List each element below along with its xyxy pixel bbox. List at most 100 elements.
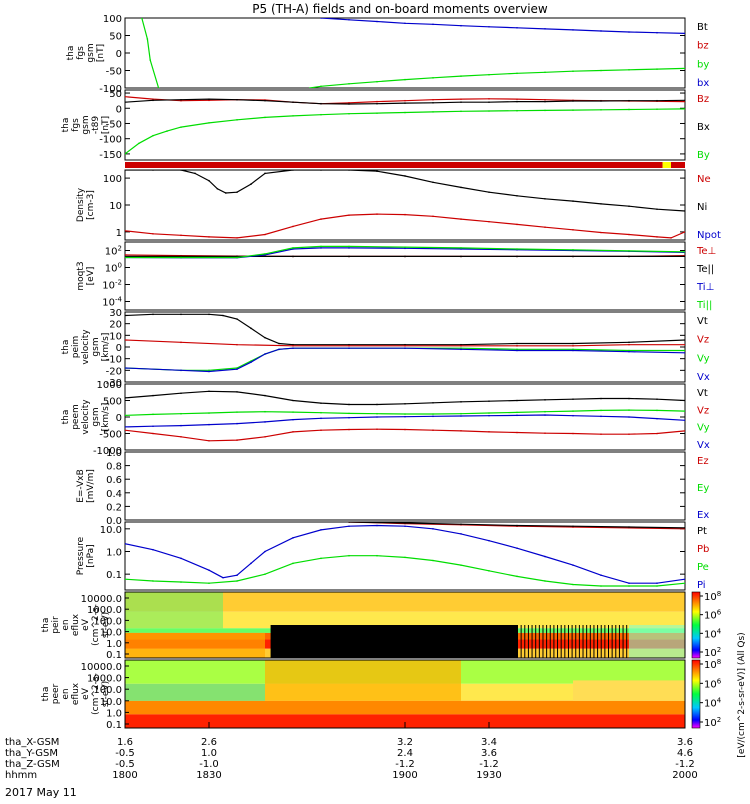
data-point xyxy=(348,525,350,528)
y-axis-label-line: (cm^2-s- xyxy=(91,604,101,646)
data-point xyxy=(656,68,658,70)
data-point xyxy=(264,172,266,175)
data-point xyxy=(600,397,602,400)
data-point xyxy=(320,102,322,105)
data-point xyxy=(264,573,266,575)
y-tick-label: 10.0 xyxy=(100,525,122,536)
mode-bar-segment xyxy=(671,162,685,168)
data-point xyxy=(180,313,182,316)
panel-pressure-frame xyxy=(124,521,686,591)
y-axis-label-line: tha xyxy=(41,618,51,633)
data-point xyxy=(320,529,322,531)
spectrogram-stripe xyxy=(618,625,620,658)
colorbar-label: [eV/(cm^2-s-sr-eV)] (All Qs) xyxy=(737,632,747,757)
data-point xyxy=(684,339,685,341)
data-point xyxy=(404,78,406,81)
data-point xyxy=(684,419,685,422)
data-point xyxy=(404,556,406,559)
data-point xyxy=(460,255,462,258)
data-point xyxy=(152,432,154,435)
data-point xyxy=(404,415,406,418)
data-point xyxy=(376,100,378,103)
data-point xyxy=(125,101,126,103)
y-tick-label: 10.0 xyxy=(100,697,122,708)
colorbar-label-text: [eV/(cm^2-s-sr-eV)] (All Qs) xyxy=(737,632,747,757)
data-point xyxy=(348,416,350,419)
y-axis-label-line: gsm xyxy=(81,115,91,134)
data-point xyxy=(572,228,574,231)
data-point xyxy=(348,101,350,104)
data-point xyxy=(572,398,574,400)
y-axis-label-line: fgs xyxy=(76,46,86,60)
data-point xyxy=(684,99,685,102)
data-point xyxy=(628,397,630,400)
data-point xyxy=(320,18,322,19)
data-point xyxy=(348,343,350,346)
data-point xyxy=(600,203,602,205)
spectrogram-band xyxy=(125,611,685,629)
data-point xyxy=(376,416,378,418)
data-point xyxy=(432,215,434,218)
y-tick-label: 100 xyxy=(103,174,122,185)
data-point xyxy=(628,416,630,418)
data-point xyxy=(572,109,574,111)
spectrogram-stripe xyxy=(557,625,559,658)
data-point xyxy=(684,251,685,253)
x-row-label: tha_X-GSM xyxy=(5,737,59,748)
x-tick-label: -0.5 xyxy=(115,759,135,770)
data-point xyxy=(684,430,685,432)
data-point xyxy=(208,98,210,100)
data-point xyxy=(236,368,238,370)
legend-item: Ez xyxy=(697,456,709,467)
y-tick-label: 0.1 xyxy=(106,570,122,581)
data-point xyxy=(432,413,434,415)
data-point xyxy=(320,170,322,171)
spectrogram-stripe xyxy=(589,625,591,658)
data-point xyxy=(404,99,406,102)
data-point xyxy=(292,255,294,258)
panel-peir_spec-frame xyxy=(124,591,686,659)
y-axis-label-line: gsm xyxy=(86,43,96,62)
series-pressure-Pe xyxy=(125,554,685,587)
panel-mode-bar xyxy=(125,162,685,168)
data-point xyxy=(628,582,630,584)
data-point xyxy=(544,71,546,74)
data-point xyxy=(138,142,140,145)
spectrogram-stripe xyxy=(553,625,555,658)
y-tick-label: -100 xyxy=(99,84,122,95)
spectrogram-black-region xyxy=(270,625,517,658)
legend-item: Vy xyxy=(697,423,710,434)
y-axis-label-line: eV xyxy=(81,618,91,631)
spectrogram-stripe xyxy=(535,625,537,658)
y-tick-label: 10-4 xyxy=(102,296,122,309)
data-point xyxy=(376,102,378,105)
data-point xyxy=(460,347,462,349)
spectrogram-stripe xyxy=(578,625,580,658)
data-point xyxy=(208,99,210,102)
data-point xyxy=(516,399,518,402)
y-tick-label: 100.0 xyxy=(93,616,122,627)
y-axis-label-line: Pressure xyxy=(76,536,86,575)
series-pressure-Pt xyxy=(348,522,685,529)
data-point xyxy=(670,237,672,239)
legend-item: Ey xyxy=(697,483,709,494)
data-point xyxy=(544,399,546,401)
data-point xyxy=(628,409,630,411)
y-axis-label-line: eV xyxy=(81,687,91,700)
data-point xyxy=(376,524,378,527)
legend-item: Te⊥ xyxy=(696,246,716,257)
data-point xyxy=(628,585,630,587)
data-point xyxy=(348,245,350,248)
series-fgs_gsm_t89-Bx xyxy=(125,98,685,105)
data-point xyxy=(516,223,518,226)
series-peim_velocity-Vz xyxy=(125,339,685,347)
y-tick-label: 1.0 xyxy=(106,708,122,719)
data-point xyxy=(460,24,462,27)
x-tick-label: 2.4 xyxy=(397,748,413,759)
data-point xyxy=(656,236,658,238)
spectrogram-band xyxy=(125,700,685,715)
data-point xyxy=(404,247,406,250)
